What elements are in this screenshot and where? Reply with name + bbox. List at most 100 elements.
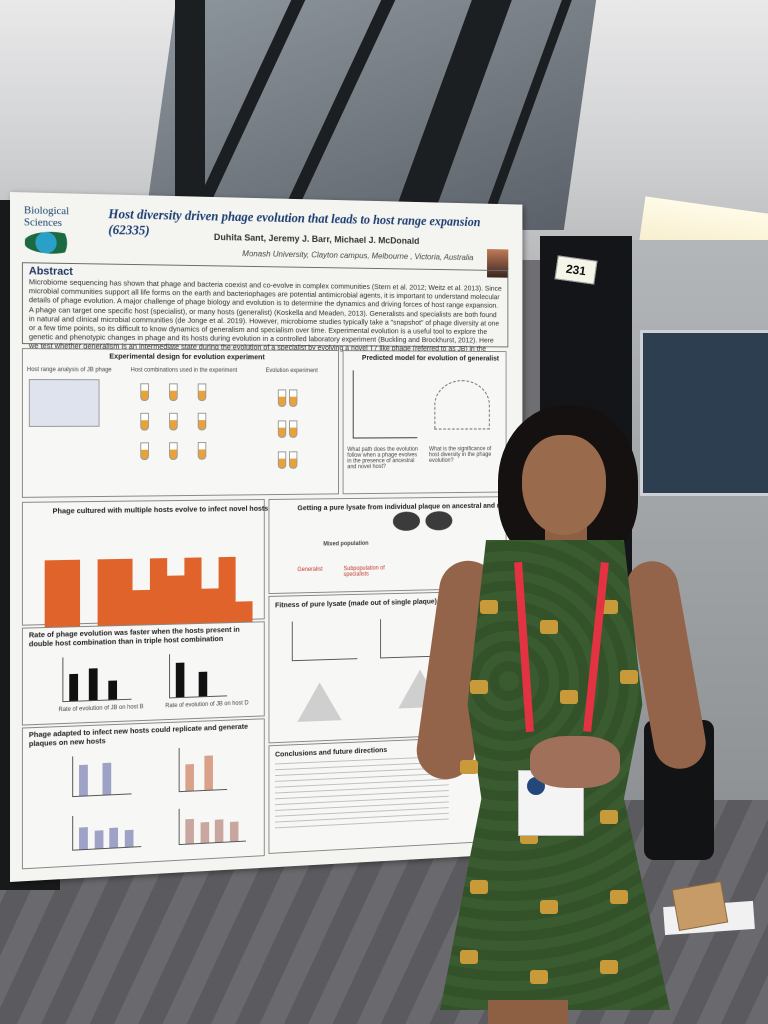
chart-bar bbox=[185, 819, 194, 844]
question-1: What path does the evolution follow when… bbox=[347, 446, 418, 471]
rate-chart-right bbox=[169, 652, 228, 699]
abstract-section: Abstract Microbiome sequencing has shown… bbox=[21, 262, 509, 360]
conclusions-title: Conclusions and future directions bbox=[275, 745, 388, 759]
tube-icon bbox=[140, 442, 149, 461]
tube-icon bbox=[289, 420, 298, 438]
heatmap-column bbox=[44, 559, 63, 629]
ternary-plot bbox=[297, 681, 342, 722]
person-hands bbox=[530, 736, 620, 788]
rate-chart-left bbox=[62, 655, 132, 703]
adapted-chart-left bbox=[72, 753, 132, 798]
tube-icon bbox=[140, 412, 149, 431]
rate-label-b: Rate of evolution of JB on host B bbox=[58, 704, 144, 714]
generalist-label: Generalist bbox=[297, 566, 323, 574]
horse-motif bbox=[470, 680, 488, 694]
predicted-title: Predicted model for evolution of general… bbox=[361, 353, 500, 363]
host-range-label: Host range analysis of JB phage bbox=[26, 367, 112, 374]
tube-icon bbox=[197, 383, 207, 402]
background-poster bbox=[640, 330, 768, 496]
scatter-plot-left bbox=[291, 619, 358, 662]
heatmap-column bbox=[149, 557, 168, 626]
steel-column bbox=[175, 0, 205, 200]
chart-bar bbox=[79, 827, 88, 850]
design-title: Experimental design for evolution experi… bbox=[109, 351, 265, 362]
person-legs bbox=[488, 1000, 568, 1024]
plate-icon bbox=[425, 511, 453, 531]
horse-motif bbox=[600, 810, 618, 824]
plate-icon bbox=[392, 511, 421, 531]
tube-icon bbox=[169, 442, 178, 460]
tube-icon bbox=[289, 389, 298, 407]
chart-bar bbox=[94, 830, 104, 849]
chart-bar bbox=[88, 668, 98, 701]
tube-icon bbox=[140, 383, 149, 402]
horse-motif bbox=[600, 960, 618, 974]
tube-icon bbox=[169, 412, 178, 431]
design-section: Experimental design for evolution experi… bbox=[21, 348, 339, 498]
subpop-label: Subpopulation of specialists bbox=[343, 565, 385, 578]
chart-bar bbox=[198, 671, 208, 697]
chart-bar bbox=[109, 827, 119, 848]
horse-motif bbox=[470, 880, 488, 894]
heatmap-column bbox=[62, 559, 81, 628]
horse-motif bbox=[610, 890, 628, 904]
fitness-chart-left bbox=[72, 812, 142, 851]
chart-bar bbox=[102, 762, 112, 795]
heatmap-column bbox=[132, 589, 150, 626]
horse-motif bbox=[560, 690, 578, 704]
heatmap-column bbox=[97, 558, 116, 627]
chart-bar bbox=[185, 763, 194, 791]
question-2: What is the significance of host diversi… bbox=[429, 446, 492, 464]
mixed-population-label: Mixed population bbox=[323, 540, 369, 548]
tube-icon bbox=[277, 451, 287, 469]
poster-affiliation: Monash University, Clayton campus, Melbo… bbox=[242, 248, 474, 263]
chart-bar bbox=[124, 829, 134, 847]
chart-bar bbox=[79, 764, 88, 796]
evolution-exp-label: Evolution experiment bbox=[265, 368, 318, 375]
adapted-chart-right bbox=[178, 746, 228, 793]
adapted-section: Phage adapted to infect new hosts could … bbox=[21, 718, 265, 870]
chart-bar bbox=[108, 680, 118, 700]
chart-bar bbox=[69, 674, 79, 701]
heatmap-column bbox=[167, 575, 185, 625]
chart-bar bbox=[214, 818, 224, 843]
model-triangle bbox=[434, 380, 490, 430]
heatmap-column bbox=[218, 556, 236, 624]
heatmap-column bbox=[115, 558, 133, 627]
cultured-title: Phage cultured with multiple hosts evolv… bbox=[52, 503, 269, 516]
evolution-heatmap bbox=[44, 553, 259, 629]
chart-bar bbox=[200, 821, 209, 843]
heatmap-column bbox=[184, 557, 202, 625]
logo-text: Biological Sciences bbox=[23, 204, 70, 230]
cultured-section: Phage cultured with multiple hosts evolv… bbox=[21, 499, 268, 629]
tube-icon bbox=[197, 412, 207, 431]
heatmap-column bbox=[201, 588, 219, 624]
person-face bbox=[522, 435, 606, 535]
horse-motif bbox=[620, 670, 638, 684]
horse-motif bbox=[460, 950, 478, 964]
lysate-title: Getting a pure lysate from individual pl… bbox=[297, 500, 523, 513]
cardboard-box bbox=[672, 882, 728, 930]
university-logo: Biological Sciences bbox=[23, 204, 108, 255]
host-combos-label: Host combinations used in the experiment bbox=[130, 367, 238, 374]
rate-label-d: Rate of evolution of JB on host D bbox=[165, 700, 249, 710]
fitness-chart-right bbox=[178, 805, 246, 846]
adapted-title: Phage adapted to infect new hosts could … bbox=[28, 721, 248, 749]
horse-motif bbox=[530, 970, 548, 984]
chart-bar bbox=[204, 755, 213, 790]
rate-section: Rate of phage evolution was faster when … bbox=[21, 621, 265, 726]
horse-motif bbox=[540, 900, 558, 914]
tube-icon bbox=[277, 389, 287, 407]
tube-icon bbox=[289, 451, 298, 469]
chart-bar bbox=[175, 662, 185, 698]
host-table bbox=[28, 379, 100, 427]
horse-motif bbox=[460, 760, 478, 774]
model-plot bbox=[352, 370, 418, 439]
predicted-model-section: Predicted model for evolution of general… bbox=[342, 350, 507, 495]
horse-motif bbox=[480, 600, 498, 614]
logo-mark-icon bbox=[23, 231, 80, 255]
tube-icon bbox=[197, 442, 207, 460]
tube-icon bbox=[277, 420, 287, 438]
tube-icon bbox=[169, 383, 178, 402]
